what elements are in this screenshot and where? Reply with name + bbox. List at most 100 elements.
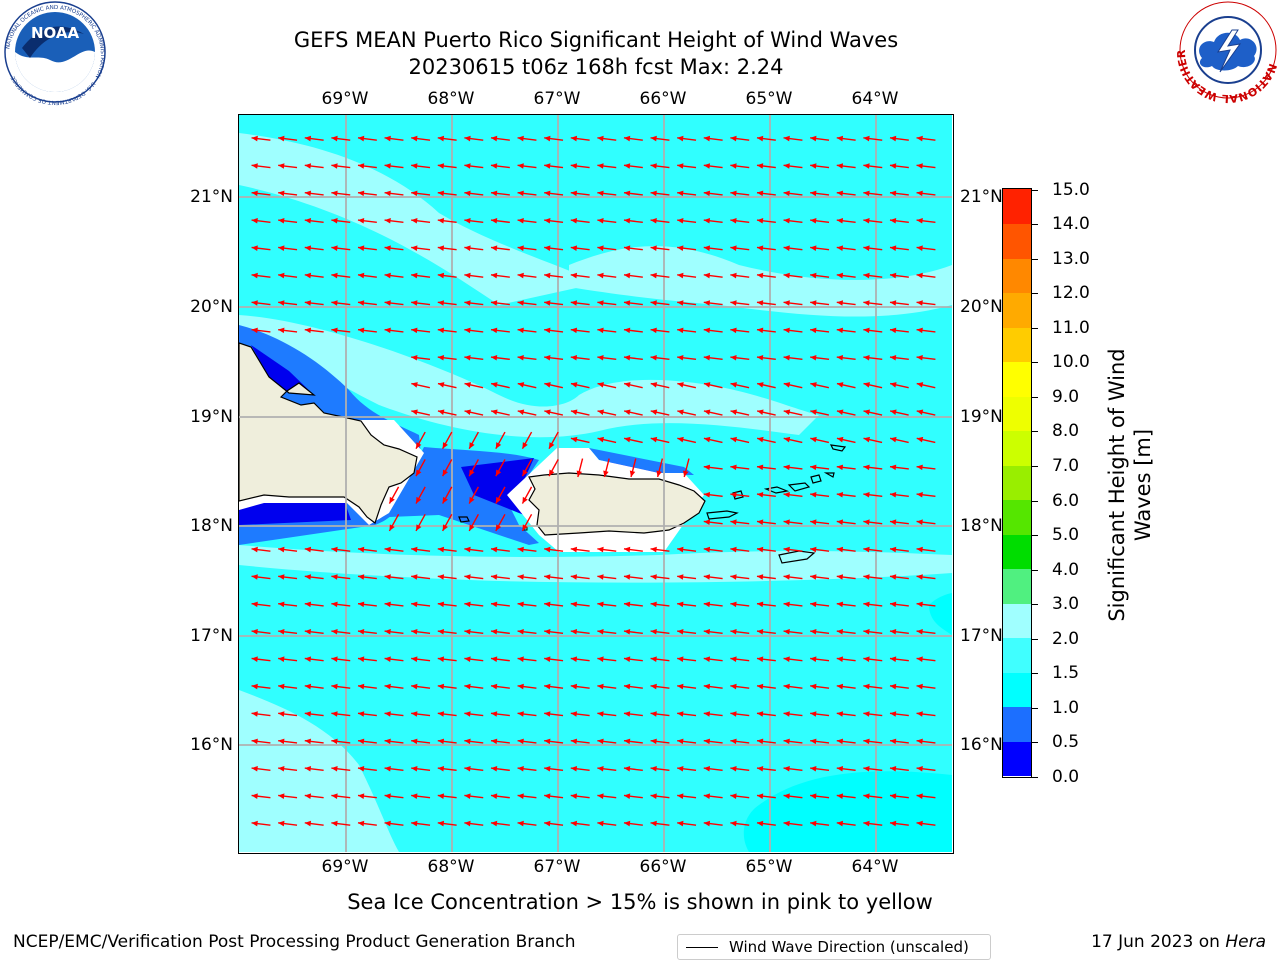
wave-direction-arrow — [916, 300, 936, 306]
wave-direction-arrow — [437, 738, 457, 745]
wave-direction-arrow — [863, 382, 883, 389]
wave-direction-arrow — [836, 683, 856, 690]
wave-direction-arrow — [521, 459, 533, 477]
wave-direction-arrow — [916, 574, 936, 580]
wave-direction-arrow — [517, 272, 537, 279]
wave-direction-arrow — [677, 820, 697, 827]
wave-direction-arrow — [597, 738, 617, 745]
wave-direction-arrow — [889, 135, 909, 142]
wave-direction-arrow — [331, 163, 351, 169]
wave-direction-arrow — [517, 656, 537, 662]
wave-direction-arrow — [889, 464, 909, 471]
wave-direction-arrow — [623, 300, 643, 306]
chart-subtitle: 20230615 t06z 168h fcst Max: 2.24 — [408, 55, 784, 79]
wave-direction-arrow — [863, 629, 883, 635]
wave-direction-arrow — [278, 135, 298, 142]
wave-direction-arrow — [863, 272, 883, 279]
wave-direction-arrow — [650, 300, 670, 306]
colorbar-tick-label: 0.5 — [1052, 732, 1080, 753]
wave-direction-arrow — [889, 272, 909, 279]
wave-direction-arrow — [677, 218, 697, 224]
wave-direction-arrow — [304, 300, 324, 306]
wave-direction-arrow — [437, 574, 457, 580]
wave-direction-arrow — [464, 656, 484, 662]
wave-direction-arrow — [623, 574, 643, 580]
wave-direction-arrow — [544, 327, 564, 334]
wave-direction-arrow — [548, 431, 559, 450]
wave-direction-arrow — [517, 300, 537, 306]
wave-direction-arrow — [251, 546, 271, 553]
wave-direction-arrow — [683, 458, 690, 478]
wave-height-map — [239, 115, 952, 852]
wave-direction-arrow — [703, 546, 723, 553]
colorbar — [1002, 188, 1032, 778]
wave-direction-arrow — [836, 629, 856, 635]
lat-label-left-19n: 19°N — [190, 407, 233, 427]
colorbar-segment — [1003, 361, 1031, 397]
wave-direction-arrow — [836, 382, 856, 389]
wave-direction-arrow — [650, 793, 670, 799]
wave-direction-arrow — [783, 355, 803, 361]
colorbar-segment — [1003, 603, 1031, 639]
wave-direction-arrow — [623, 327, 643, 334]
colorbar-segment — [1003, 327, 1031, 363]
wave-direction-arrow — [544, 300, 564, 306]
wave-direction-arrow — [756, 409, 776, 416]
wave-direction-arrow — [756, 656, 776, 662]
wave-direction-arrow — [836, 793, 856, 799]
wave-direction-arrow — [623, 382, 643, 389]
wave-direction-arrow — [304, 711, 324, 717]
wave-direction-arrow — [677, 245, 697, 251]
wave-direction-arrow — [544, 766, 564, 772]
wave-direction-arrow — [810, 464, 830, 471]
wave-direction-arrow — [437, 272, 457, 279]
wave-direction-arrow — [863, 601, 883, 608]
wave-direction-arrow — [490, 656, 510, 662]
wave-direction-arrow — [703, 218, 723, 224]
wave-direction-arrow — [251, 820, 271, 827]
wave-direction-arrow — [517, 711, 537, 717]
wave-direction-arrow — [490, 574, 510, 580]
wave-direction-arrow — [889, 382, 909, 389]
wave-direction-arrow — [411, 793, 431, 799]
wave-direction-arrow — [836, 820, 856, 827]
wave-direction-arrow — [411, 163, 431, 169]
wave-direction-arrow — [251, 766, 271, 772]
wave-direction-arrow — [783, 163, 803, 169]
wave-direction-arrow — [783, 820, 803, 827]
land-hispaniola — [239, 342, 418, 524]
wave-direction-arrow — [331, 245, 351, 251]
wave-direction-arrow — [756, 464, 776, 471]
wave-direction-arrow — [442, 459, 453, 477]
nws-logo: NATIONAL WEATHER SERVICE — [1176, 0, 1279, 104]
wave-direction-arrow — [730, 793, 750, 799]
wave-direction-arrow — [357, 711, 377, 717]
wave-direction-arrow — [889, 327, 909, 334]
wave-direction-arrow — [623, 820, 643, 827]
lat-label-right-19n: 19°N — [960, 407, 1003, 427]
wave-direction-arrow — [384, 793, 404, 799]
wave-direction-arrow — [623, 245, 643, 251]
colorbar-segment — [1003, 706, 1031, 742]
wave-direction-arrow — [703, 135, 723, 142]
wave-direction-arrow — [437, 656, 457, 662]
wave-direction-arrow — [756, 492, 776, 498]
wave-direction-arrow — [570, 574, 590, 580]
wave-direction-arrow — [278, 190, 298, 197]
wave-direction-arrow — [415, 459, 426, 477]
wave-direction-arrow — [916, 519, 936, 525]
wave-direction-arrow — [411, 738, 431, 745]
wave-direction-arrow — [357, 738, 377, 745]
wave-direction-arrow — [411, 272, 431, 279]
wave-direction-arrow — [490, 738, 510, 745]
wave-direction-arrow — [517, 327, 537, 334]
wave-direction-arrow — [756, 711, 776, 717]
wave-direction-arrow — [357, 135, 377, 142]
wave-direction-arrow — [863, 245, 883, 251]
wave-direction-arrow — [916, 245, 936, 251]
colorbar-tick — [1032, 604, 1038, 606]
wave-direction-arrow — [570, 300, 590, 306]
wave-direction-arrow — [495, 513, 506, 532]
wave-direction-arrow — [916, 190, 936, 197]
map-legend: Wind Wave Direction (unscaled) — [677, 934, 991, 960]
